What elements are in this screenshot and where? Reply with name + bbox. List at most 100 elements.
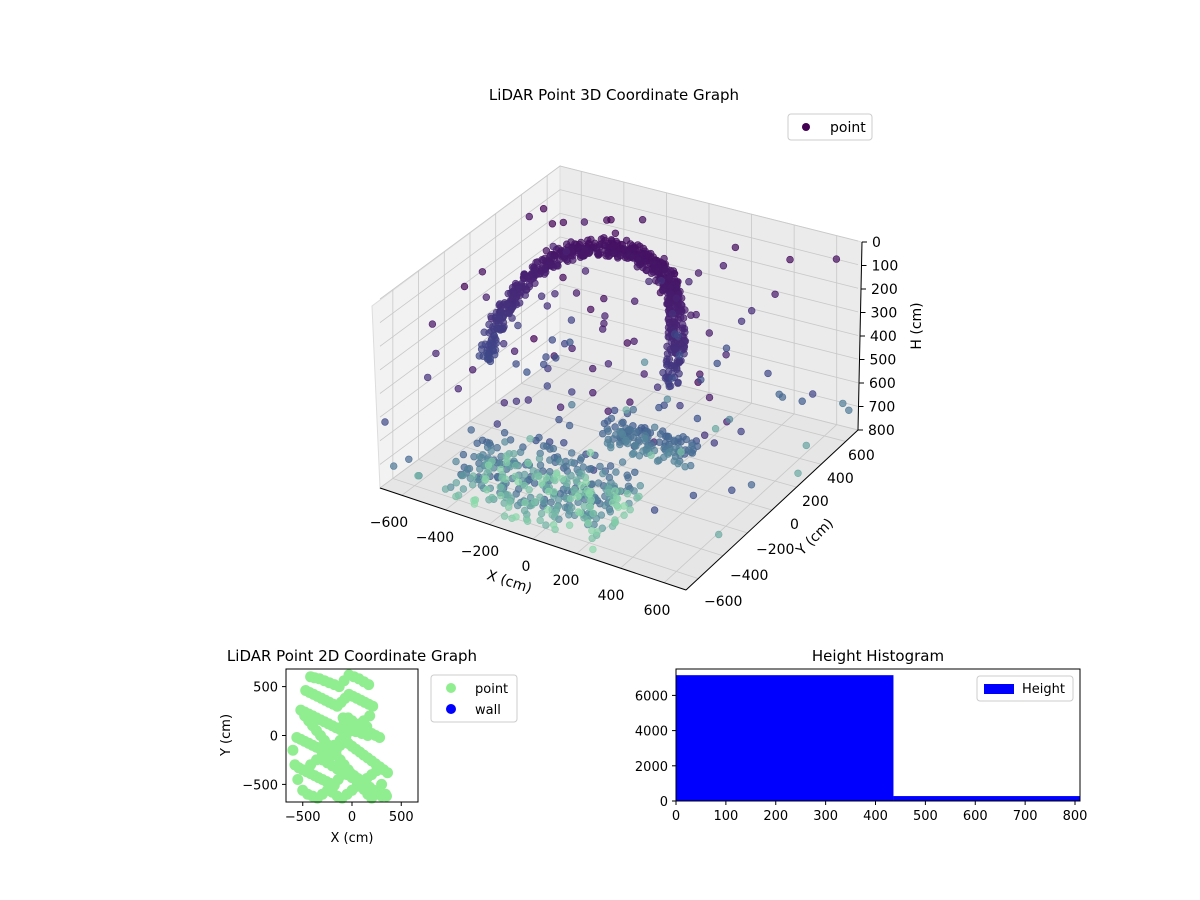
point-3d xyxy=(711,425,720,433)
point-3d xyxy=(640,358,649,366)
point-3d xyxy=(728,486,736,494)
point-2d xyxy=(287,744,299,756)
point-3d xyxy=(675,351,684,359)
point-3d xyxy=(635,492,643,501)
point-3d xyxy=(530,335,538,343)
point-3d xyxy=(622,436,630,445)
point-3d xyxy=(502,475,510,483)
h-tick-labels: 0 100 200 300 400 500 600 700 800 xyxy=(858,235,898,439)
point-3d xyxy=(713,359,721,368)
scatter3d-legend: point xyxy=(787,113,873,141)
point-3d xyxy=(568,344,576,353)
point-3d xyxy=(563,479,571,487)
point-3d xyxy=(601,312,609,320)
point-3d xyxy=(606,508,614,516)
point-3d xyxy=(500,340,508,348)
x-tick: 100 xyxy=(713,809,738,824)
point-3d xyxy=(554,496,563,504)
point-3d xyxy=(535,433,543,442)
point-3d xyxy=(566,494,575,503)
x-tick: 400 xyxy=(863,809,888,824)
point-3d xyxy=(697,376,705,384)
point-3d xyxy=(580,502,588,510)
point-3d xyxy=(663,395,672,403)
point-3d xyxy=(632,428,640,436)
point-3d xyxy=(548,336,556,344)
point-3d xyxy=(577,454,585,462)
point-3d xyxy=(705,393,714,402)
point-3d xyxy=(640,370,648,378)
point-3d xyxy=(596,462,604,471)
point-3d xyxy=(623,490,632,498)
point-3d xyxy=(525,212,533,221)
point-3d xyxy=(576,509,584,517)
point-3d xyxy=(606,462,615,470)
point-3d xyxy=(586,448,594,457)
point-3d xyxy=(493,324,501,332)
point-3d xyxy=(710,439,718,447)
point-3d xyxy=(631,468,639,476)
point-3d xyxy=(618,458,627,466)
y-tick: −600 xyxy=(704,594,742,610)
point-2d xyxy=(367,700,379,712)
point-3d xyxy=(687,311,695,319)
point-3d xyxy=(567,458,576,467)
point-3d xyxy=(794,469,802,477)
point-3d xyxy=(585,490,594,498)
point-3d xyxy=(798,397,806,405)
point-3d xyxy=(452,492,460,501)
point-3d xyxy=(572,476,580,484)
point-3d xyxy=(653,383,662,391)
y-axis-label: Y (cm) xyxy=(793,516,837,560)
point-3d xyxy=(722,351,730,359)
point-3d xyxy=(628,450,637,458)
point-3d xyxy=(845,406,853,414)
point-3d xyxy=(589,389,597,397)
x-tick: 500 xyxy=(913,809,938,824)
point-2d xyxy=(381,790,392,802)
point-3d xyxy=(441,485,450,493)
grid-lines xyxy=(379,165,859,584)
point-3d xyxy=(786,255,794,264)
point-3d xyxy=(747,307,756,315)
point-3d xyxy=(496,483,504,491)
point-3d xyxy=(558,475,566,483)
scatter3d-chart: LiDAR Point 3D Coordinate Graph −600 −40… xyxy=(370,86,925,619)
x-tick: −500 xyxy=(285,810,321,825)
point-3d xyxy=(598,325,607,333)
point-3d xyxy=(547,498,555,506)
point-3d xyxy=(630,337,638,345)
point-3d xyxy=(544,506,552,514)
point-3d xyxy=(626,506,634,514)
point-3d xyxy=(511,461,520,470)
point-3d xyxy=(665,382,673,391)
point-3d xyxy=(747,481,756,489)
point-3d xyxy=(674,310,683,318)
point-3d xyxy=(722,344,731,352)
point-3d xyxy=(536,516,544,525)
point-3d xyxy=(832,255,841,263)
point-3d xyxy=(638,216,647,224)
point-3d xyxy=(452,479,460,487)
scatter2d-title: LiDAR Point 2D Coordinate Graph xyxy=(227,647,477,665)
point-3d xyxy=(479,352,487,360)
point-3d xyxy=(650,423,659,431)
point-3d xyxy=(562,247,570,256)
h-axis-label: H (cm) xyxy=(909,302,925,349)
y-tick: 0 xyxy=(660,795,668,810)
legend-label-height: Height xyxy=(1022,682,1065,697)
point-3d xyxy=(649,259,657,267)
point-3d xyxy=(556,403,565,411)
point-3d xyxy=(668,310,677,318)
x-tick: 0 xyxy=(522,559,531,575)
y-tick: 6000 xyxy=(635,689,668,704)
legend-marker-wall xyxy=(446,704,456,714)
point-3d xyxy=(588,526,596,535)
point-3d xyxy=(529,467,537,475)
point-3d xyxy=(647,269,656,277)
h-tick: 400 xyxy=(870,329,897,345)
point-3d xyxy=(556,458,564,466)
point-3d xyxy=(536,461,545,469)
point-3d xyxy=(567,449,576,457)
point-3d xyxy=(579,463,587,471)
